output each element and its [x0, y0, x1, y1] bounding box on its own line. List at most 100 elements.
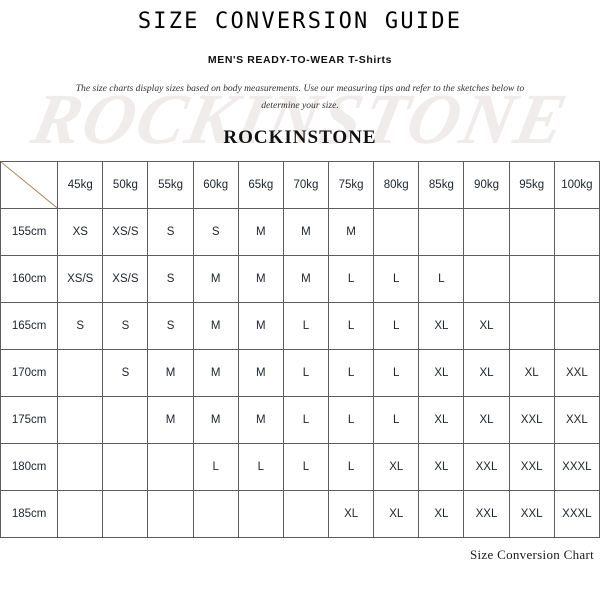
size-cell-empty: [147, 490, 194, 538]
diagonal-divider-icon: [1, 162, 58, 208]
row-header-height: 160cm: [0, 255, 59, 303]
size-cell: L: [418, 255, 465, 303]
footer-caption: Size Conversion Chart: [469, 547, 594, 562]
column-header-weight: 70kg: [282, 161, 330, 209]
size-cell: M: [147, 349, 194, 397]
row-header-height: 175cm: [0, 396, 59, 444]
size-cell: M: [237, 302, 284, 350]
column-header-weight: 75kg: [328, 161, 375, 209]
size-cell: XL: [418, 302, 465, 350]
size-cell-empty: [463, 255, 510, 303]
size-cell: M: [237, 208, 284, 256]
size-cell: L: [373, 255, 420, 303]
size-cell-empty: [553, 255, 600, 303]
size-cell: XS/S: [102, 255, 149, 303]
size-cell: L: [328, 443, 375, 491]
size-cell: S: [147, 302, 194, 350]
size-conversion-table: 45kg 50kg 55kg 60kg 65kg 70kg 75kg 80kg 85kg 90kg…: [0, 161, 600, 538]
page-title: SIZE CONVERSION GUIDE: [137, 9, 463, 34]
size-cell: S: [192, 208, 239, 256]
size-cell: XXXL: [553, 443, 600, 491]
size-cell: XXL: [553, 396, 600, 444]
column-header-weight: 95kg: [508, 161, 555, 209]
size-cell-empty: [57, 490, 104, 538]
page-subtitle: MEN'S READY-TO-WEAR T-Shirts: [207, 54, 393, 66]
size-cell: XL: [463, 349, 510, 397]
size-cell-empty: [102, 396, 149, 444]
size-cell: M: [192, 396, 239, 444]
size-cell: L: [373, 396, 420, 444]
size-cell: S: [147, 208, 194, 256]
column-header-weight: 85kg: [418, 161, 465, 209]
column-header-weight: 80kg: [373, 161, 420, 209]
size-cell-empty: [192, 490, 239, 538]
size-cell-empty: [553, 208, 600, 256]
size-cell: XXL: [463, 490, 510, 538]
table-row: 175cm M M M L L L XL XL XXL XXL: [0, 396, 600, 444]
size-cell-empty: [508, 255, 555, 303]
size-cell: L: [282, 396, 330, 444]
size-cell-empty: [147, 443, 194, 491]
row-header-height: 185cm: [0, 490, 59, 538]
table-row: 160cm XS/S XS/S S M M M L L L: [0, 255, 600, 303]
column-header-weight: 55kg: [147, 161, 194, 209]
size-cell: L: [237, 443, 284, 491]
table-row: 165cm S S S M M L L L XL XL: [0, 302, 600, 350]
column-header-weight: 50kg: [102, 161, 149, 209]
size-cell: M: [237, 396, 284, 444]
page-header: SIZE CONVERSION GUIDE MEN'S READY-TO-WEA…: [0, 0, 600, 149]
size-cell-empty: [418, 208, 465, 256]
size-cell: L: [373, 349, 420, 397]
table-row: 185cm XL XL XL XXL XXL XXXL: [0, 490, 600, 538]
size-cell-empty: [508, 302, 555, 350]
size-cell-empty: [57, 396, 104, 444]
size-cell: L: [373, 302, 420, 350]
size-cell: S: [147, 255, 194, 303]
column-header-weight: 60kg: [192, 161, 239, 209]
size-cell: XS/S: [102, 208, 149, 256]
size-cell: XL: [463, 302, 510, 350]
row-header-height: 155cm: [0, 208, 59, 256]
size-cell: XL: [508, 349, 555, 397]
size-cell: XL: [418, 349, 465, 397]
size-cell: L: [192, 443, 239, 491]
size-cell: XL: [373, 490, 420, 538]
size-cell: L: [282, 349, 330, 397]
size-cell: XXXL: [553, 490, 600, 538]
size-cell: XXL: [508, 490, 555, 538]
size-cell: XXL: [463, 443, 510, 491]
size-cell: XL: [328, 490, 375, 538]
size-cell: XL: [418, 490, 465, 538]
column-header-weight: 90kg: [463, 161, 510, 209]
size-cell: XL: [373, 443, 420, 491]
size-cell-empty: [282, 490, 330, 538]
size-cell: M: [237, 349, 284, 397]
size-cell: L: [328, 396, 375, 444]
size-cell: S: [102, 349, 149, 397]
column-header-weight: 65kg: [237, 161, 284, 209]
size-cell-empty: [102, 490, 149, 538]
size-cell: L: [282, 443, 330, 491]
size-cell: L: [328, 302, 375, 350]
size-cell: XL: [418, 396, 465, 444]
row-header-height: 170cm: [0, 349, 59, 397]
size-cell-empty: [237, 490, 284, 538]
table-header: 45kg 50kg 55kg 60kg 65kg 70kg 75kg 80kg 85kg 90kg…: [0, 161, 600, 209]
size-cell-empty: [508, 208, 555, 256]
column-header-weight: 45kg: [57, 161, 104, 209]
size-cell: M: [282, 255, 330, 303]
size-cell: XXL: [508, 396, 555, 444]
table-body: 155cm XS XS/S S S M M M 160cm XS/S XS/S S M M M L L L 165c…: [0, 208, 600, 538]
size-cell-empty: [57, 349, 104, 397]
table-header-row: 45kg 50kg 55kg 60kg 65kg 70kg 75kg 80kg 85kg 90kg…: [0, 161, 600, 209]
size-cell: M: [237, 255, 284, 303]
size-cell: L: [282, 302, 330, 350]
row-header-height: 180cm: [0, 443, 59, 491]
size-cell: XXL: [508, 443, 555, 491]
size-cell: L: [328, 255, 375, 303]
table-row: 170cm S M M M L L L XL XL XL XXL: [0, 349, 600, 397]
size-cell: M: [147, 396, 194, 444]
size-cell: S: [102, 302, 149, 350]
size-cell: M: [282, 208, 330, 256]
